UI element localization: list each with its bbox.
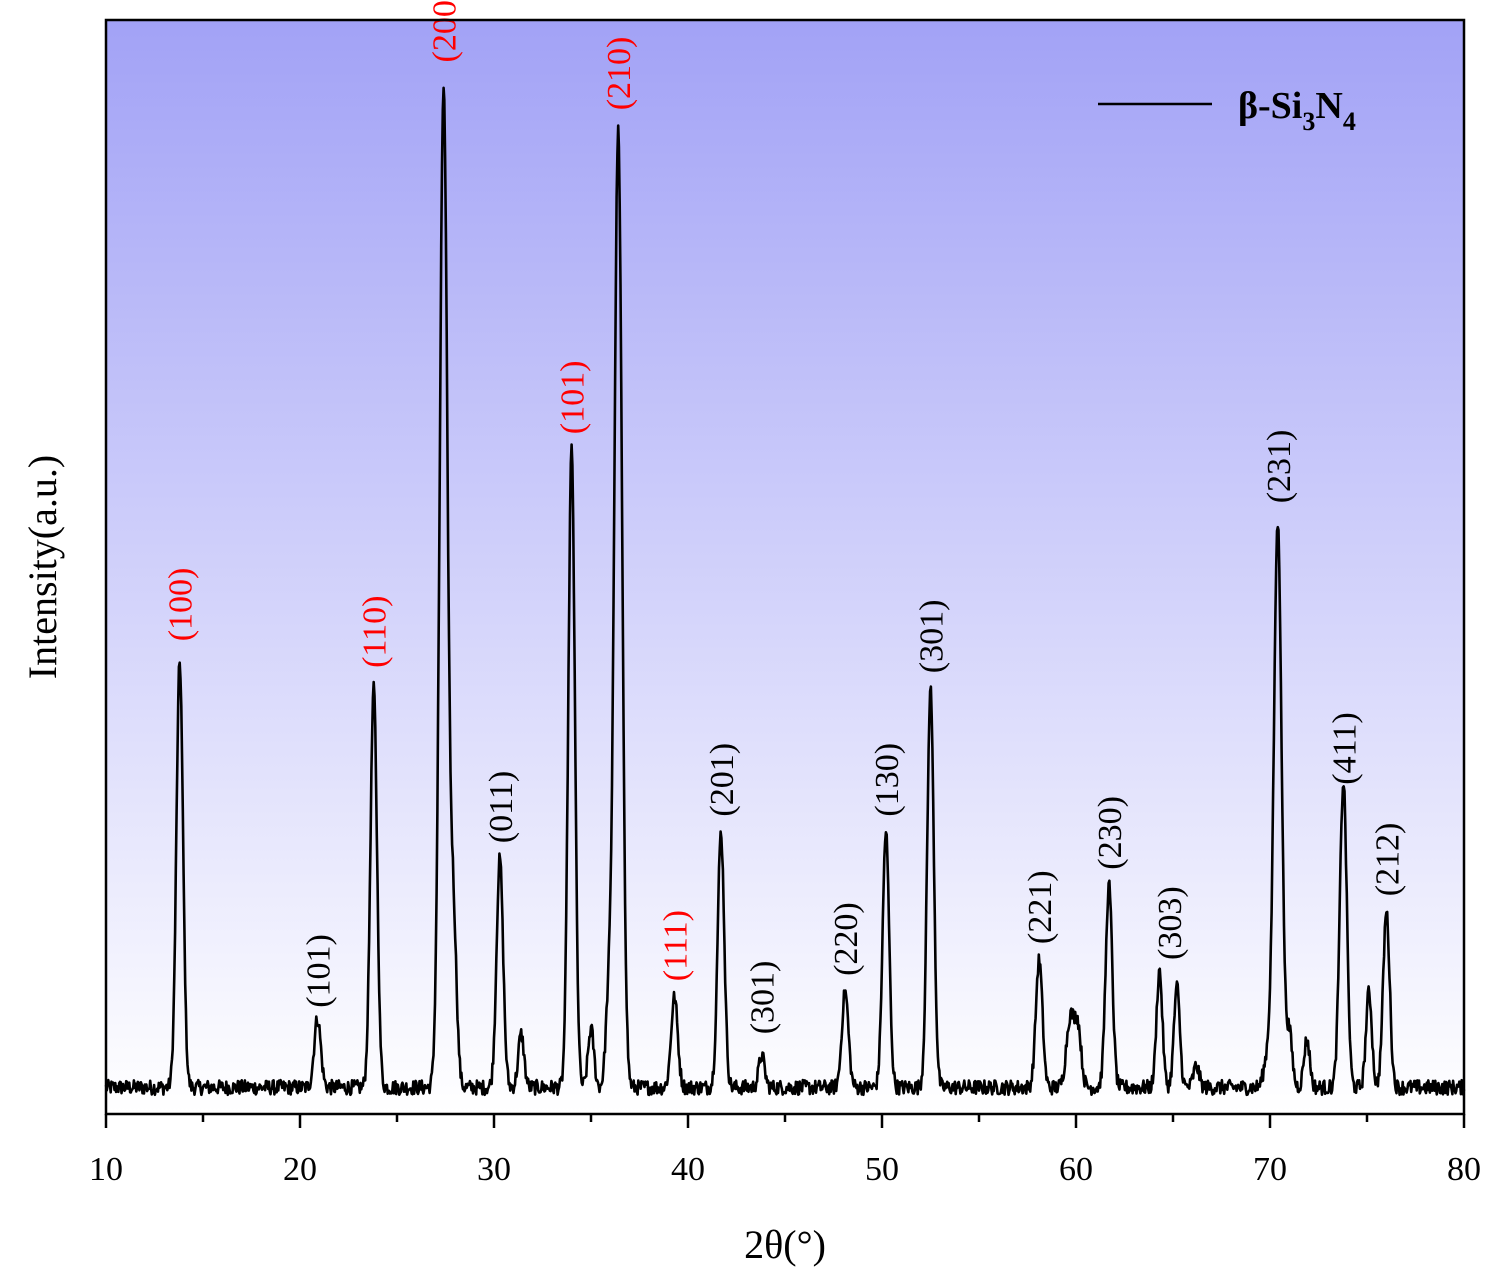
x-tick-label: 20: [283, 1151, 317, 1188]
peak-annotations: (100) (101) (110) (200) (011) (101) (210) (111)…: [163, 0, 1407, 1034]
peak-label-9: (301): [745, 961, 782, 1035]
peak-label-5: (101): [555, 361, 592, 435]
peak-label-10: (220): [828, 902, 865, 976]
legend-label-beta-si3n4: β-Si3N4: [1238, 85, 1356, 136]
x-axis: 10 20 30 40 50 60 70 80: [89, 1114, 1481, 1188]
peak-label-1: (101): [301, 934, 338, 1008]
series-line-beta-si3n4: [104, 86, 1466, 1097]
x-tick-label: 70: [1253, 1151, 1287, 1188]
x-tick-label: 80: [1447, 1151, 1481, 1188]
x-tick-label: 40: [671, 1151, 705, 1188]
peak-label-8: (201): [704, 743, 741, 817]
peak-label-15: (303): [1152, 886, 1189, 960]
peak-label-18: (212): [1369, 823, 1406, 897]
peak-label-2: (110): [357, 596, 394, 668]
peak-label-3: (200): [427, 0, 464, 63]
peak-label-11: (130): [869, 743, 906, 817]
x-tick-label: 50: [865, 1151, 899, 1188]
peak-label-17: (411): [1327, 712, 1364, 784]
peak-label-13: (221): [1022, 870, 1059, 944]
x-tick-label: 30: [477, 1151, 511, 1188]
x-axis-title: 2θ(°): [744, 1222, 826, 1267]
peak-label-14: (230): [1092, 796, 1129, 870]
peak-label-7: (111): [657, 910, 694, 981]
peak-label-0: (100): [163, 568, 200, 642]
peak-label-6: (210): [601, 37, 638, 111]
plot-background: [106, 20, 1464, 1114]
y-axis-title: Intensity(a.u.): [20, 455, 65, 679]
peak-label-12: (301): [914, 600, 951, 674]
x-tick-label: 10: [89, 1151, 123, 1188]
peak-label-16: (231): [1261, 430, 1298, 504]
x-tick-label: 60: [1059, 1151, 1093, 1188]
peak-label-4: (011): [483, 771, 520, 843]
legend: β-Si3N4: [1098, 85, 1356, 136]
